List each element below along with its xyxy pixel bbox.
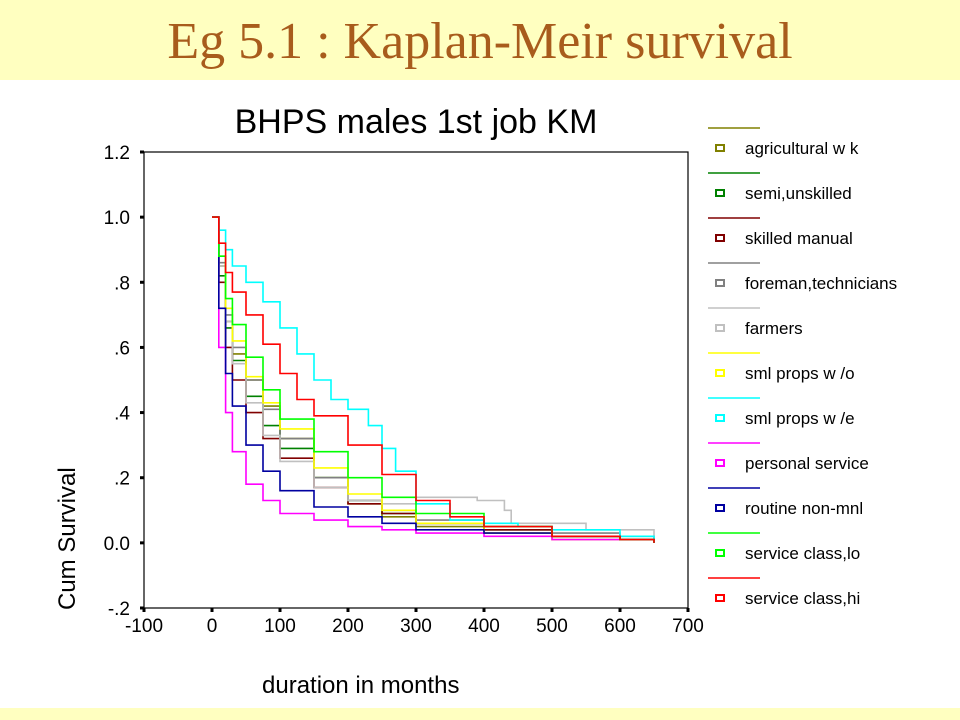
legend-marker bbox=[715, 279, 725, 287]
footer-band bbox=[0, 708, 960, 720]
legend-marker bbox=[715, 234, 725, 242]
legend-marker bbox=[715, 189, 725, 197]
y-tick-label: 0.0 bbox=[104, 534, 130, 555]
legend-marker bbox=[715, 324, 725, 332]
x-tick-label: 200 bbox=[332, 616, 364, 637]
legend-label: service class,lo bbox=[745, 544, 860, 563]
survival-curve bbox=[212, 216, 655, 543]
survival-curve bbox=[212, 216, 655, 543]
x-axis-label: duration in months bbox=[262, 672, 459, 699]
y-tick-label: 1.0 bbox=[104, 208, 130, 229]
legend-label: foreman,technicians bbox=[745, 274, 897, 293]
legend-label: service class,hi bbox=[745, 589, 860, 608]
x-tick-label: 100 bbox=[264, 616, 296, 637]
chart-title: BHPS males 1st job KM bbox=[235, 103, 598, 141]
legend-label: skilled manual bbox=[745, 229, 853, 248]
x-tick-label: 700 bbox=[672, 616, 704, 637]
legend-marker bbox=[715, 549, 725, 557]
x-tick-label: 400 bbox=[468, 616, 500, 637]
x-tick-label: 500 bbox=[536, 616, 568, 637]
x-tick-label: 600 bbox=[604, 616, 636, 637]
survival-curve bbox=[212, 216, 655, 543]
y-axis: -.2 0.0 .2 .4 .6 .8 1.0 1.2 bbox=[104, 143, 144, 620]
series-lines bbox=[212, 216, 655, 543]
y-tick-label: -.2 bbox=[108, 599, 130, 620]
survival-curve bbox=[212, 216, 655, 543]
legend-marker bbox=[715, 504, 725, 512]
legend-label: semi,unskilled bbox=[745, 184, 852, 203]
x-tick-label: 300 bbox=[400, 616, 432, 637]
survival-curve bbox=[212, 216, 655, 543]
survival-curve bbox=[212, 216, 655, 543]
y-tick-label: .6 bbox=[114, 338, 130, 359]
legend-label: sml props w /o bbox=[745, 364, 855, 383]
legend-marker bbox=[715, 369, 725, 377]
y-tick-label: .8 bbox=[114, 273, 130, 294]
survival-curve bbox=[212, 216, 655, 543]
survival-curve bbox=[212, 216, 655, 543]
y-tick-label: 1.2 bbox=[104, 143, 130, 164]
survival-curve bbox=[212, 216, 655, 543]
x-tick-label: 0 bbox=[207, 616, 218, 637]
legend: agricultural w k semi,unskilled skilled ma… bbox=[708, 127, 897, 608]
x-tick-label: -100 bbox=[125, 616, 163, 637]
legend-label: sml props w /e bbox=[745, 409, 855, 428]
title-banner: Eg 5.1 : Kaplan-Meir survival bbox=[0, 0, 960, 80]
legend-label: routine non-mnl bbox=[745, 499, 863, 518]
legend-marker bbox=[715, 144, 725, 152]
x-axis: -100 0 100 200 300 400 500 600 700 bbox=[125, 608, 704, 637]
y-axis-label: Cum Survival bbox=[54, 467, 81, 610]
legend-marker bbox=[715, 594, 725, 602]
survival-curve bbox=[212, 216, 655, 543]
legend-label: agricultural w k bbox=[745, 139, 859, 158]
slide-title: Eg 5.1 : Kaplan-Meir survival bbox=[167, 13, 793, 70]
legend-marker bbox=[715, 414, 725, 422]
legend-label: farmers bbox=[745, 319, 803, 338]
y-tick-label: .2 bbox=[114, 469, 130, 490]
legend-label: personal service bbox=[745, 454, 869, 473]
legend-marker bbox=[715, 459, 725, 467]
survival-curve bbox=[212, 216, 655, 543]
y-tick-label: .4 bbox=[114, 404, 130, 425]
